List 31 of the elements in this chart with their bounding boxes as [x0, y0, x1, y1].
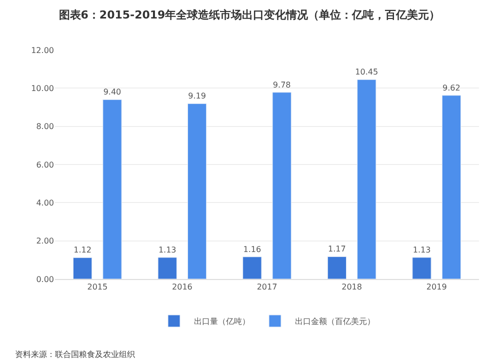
bar [242, 256, 262, 279]
y-tick-label: 4.00 [36, 198, 54, 208]
data-label: 9.78 [272, 80, 291, 90]
x-tick-label: 2015 [87, 282, 108, 292]
bar [158, 257, 177, 279]
data-label: 9.19 [188, 92, 206, 101]
data-label: 9.62 [442, 83, 460, 92]
data-label: 1.13 [158, 245, 176, 254]
y-tick-label: 0.00 [36, 274, 54, 284]
data-label: 1.17 [328, 244, 346, 254]
x-tick-label: 2019 [426, 282, 447, 292]
data-label: 10.45 [355, 68, 378, 77]
data-label: 1.13 [412, 245, 431, 254]
y-tick-label: 12.00 [31, 46, 54, 55]
bar [327, 256, 347, 279]
y-tick-label: 6.00 [36, 160, 54, 170]
legend-label: 出口金额（百亿美元） [295, 317, 375, 326]
data-label: 9.40 [103, 88, 122, 97]
y-tick-label: 8.00 [36, 122, 54, 132]
x-tick-label: 2017 [256, 282, 278, 292]
x-tick-label: 2018 [342, 282, 362, 292]
data-label: 1.16 [243, 244, 262, 254]
bar [72, 257, 92, 279]
bar [412, 257, 432, 279]
text: 资料来源：联合国粮食及农业组织 [15, 350, 135, 359]
legend-label: 出口量（亿吨） [194, 317, 250, 326]
y-tick-label: 10.00 [31, 84, 54, 93]
chart-title: 图表6：2015-2019年全球造纸市场出口变化情况（单位：亿吨，百亿美元） [58, 8, 440, 22]
x-tick-label: 2016 [172, 282, 192, 292]
y-tick-label: 2.00 [36, 236, 54, 246]
data-label: 1.12 [74, 246, 92, 255]
